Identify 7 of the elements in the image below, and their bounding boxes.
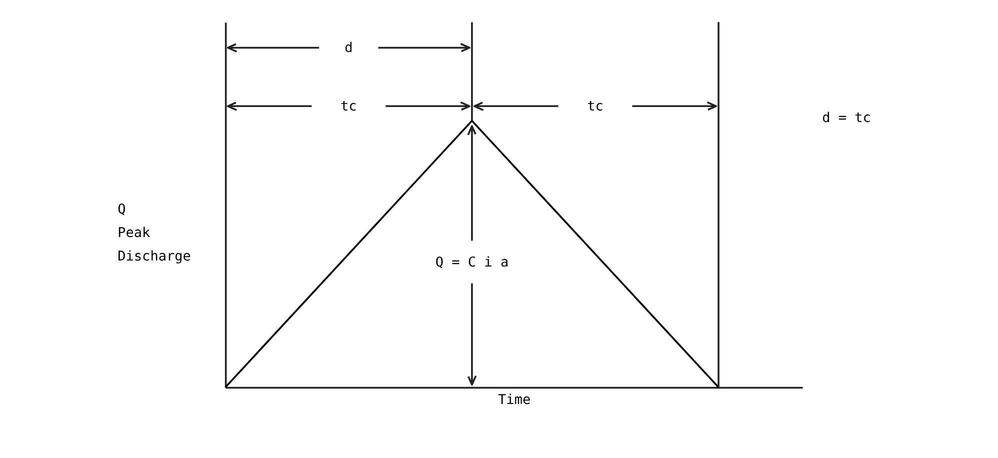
text: tc [340,98,357,115]
y-axis-title: Q Peak Discharge [118,202,191,265]
annotation: Q = C i a [435,254,509,271]
text: tc [587,98,604,115]
text: d [344,40,353,56]
x-axis-title: Time [498,392,531,408]
text: d = tc [822,110,871,126]
